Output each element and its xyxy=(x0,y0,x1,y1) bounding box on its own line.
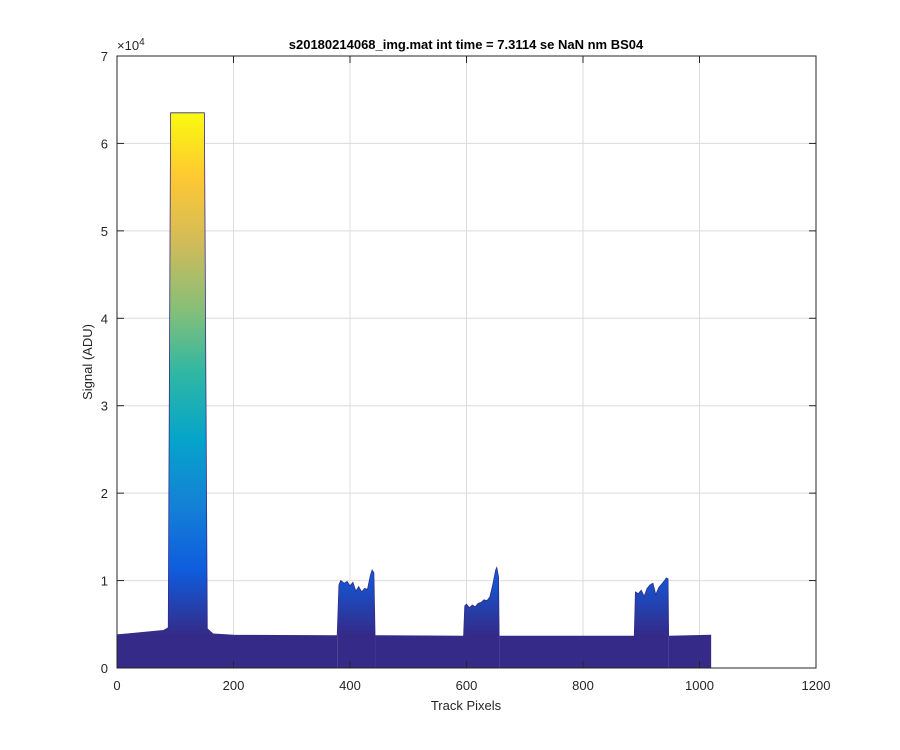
tick-labels: 0 200 400 600 800 1000 1200 0 1 2 3 4 5 6 7 xyxy=(101,49,831,693)
x-tick-label: 1000 xyxy=(685,678,714,693)
grid xyxy=(117,56,816,668)
x-tick-label: 0 xyxy=(113,678,120,693)
signal-edge-3 xyxy=(375,566,500,637)
x-axis-label: Track Pixels xyxy=(431,698,502,713)
y-exponent-label: ×104 xyxy=(117,37,145,53)
y-axis-label: Signal (ADU) xyxy=(80,324,95,400)
signal-area-3 xyxy=(375,567,500,668)
y-tick-label: 5 xyxy=(101,224,108,239)
x-tick-label: 600 xyxy=(456,678,478,693)
x-tick-label: 200 xyxy=(223,678,245,693)
y-tick-label: 1 xyxy=(101,574,108,589)
signal-edge-4 xyxy=(499,577,670,637)
y-tick-label: 7 xyxy=(101,49,108,64)
y-tick-label: 4 xyxy=(101,311,108,326)
signal-area-5 xyxy=(668,635,712,668)
ticks xyxy=(116,55,817,669)
signal-edge-5 xyxy=(668,634,712,637)
signal-area-4 xyxy=(499,577,669,668)
signal-area-1 xyxy=(117,112,338,668)
x-tick-label: 400 xyxy=(339,678,361,693)
y-tick-label: 6 xyxy=(101,136,108,151)
y-tick-label: 0 xyxy=(101,661,108,676)
y-tick-label: 3 xyxy=(101,399,108,414)
signal-edge-1 xyxy=(117,112,338,637)
y-tick-label: 2 xyxy=(101,486,108,501)
x-tick-label: 800 xyxy=(572,678,594,693)
signal-edge-2 xyxy=(336,569,376,636)
data-areas xyxy=(117,112,712,668)
x-tick-label: 1200 xyxy=(802,678,831,693)
chart-title: s20180214068_img.mat int time = 7.3114 s… xyxy=(289,37,644,52)
signal-area-2 xyxy=(337,570,376,668)
